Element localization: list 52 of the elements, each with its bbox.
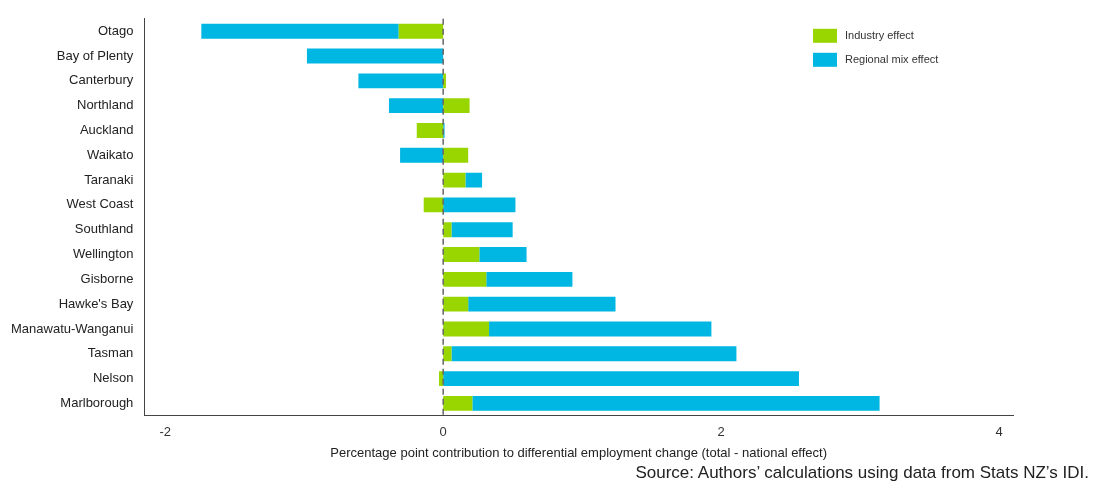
bar	[451, 222, 513, 238]
legend-label: Industry effect	[845, 28, 914, 41]
bar	[443, 271, 487, 287]
bar	[443, 371, 799, 387]
bar	[479, 247, 527, 262]
bar	[486, 271, 573, 287]
y-tick-label: Northland	[76, 97, 134, 113]
x-tick-label: 2	[717, 424, 725, 440]
y-tick-label: Tasman	[87, 345, 134, 361]
bar	[451, 346, 737, 362]
bar	[388, 98, 444, 114]
bar	[443, 197, 516, 213]
bar	[443, 222, 452, 238]
x-tick-label: 4	[995, 424, 1003, 440]
source-note: Source: Authors’ calculations using data from Stats NZ’s IDI.	[634, 463, 1090, 483]
bar	[489, 321, 712, 337]
y-tick-label: Taranaki	[84, 171, 134, 187]
y-tick-label: Canterbury	[69, 72, 134, 88]
bar	[443, 296, 469, 312]
y-tick-label: Auckland	[79, 122, 134, 138]
bar	[465, 172, 483, 188]
y-tick-label: Waikato	[86, 146, 134, 162]
y-tick-label: Manawatu-Wanganui	[10, 320, 134, 336]
y-tick-label: West Coast	[66, 196, 134, 212]
x-tick-label: -2	[159, 424, 171, 440]
legend-label: Regional mix effect	[845, 52, 939, 65]
bar	[400, 147, 444, 163]
y-tick-label: Marlborough	[60, 394, 134, 410]
bar	[443, 321, 490, 337]
x-tick-label: 0	[439, 424, 447, 440]
bar	[416, 123, 444, 138]
bar	[201, 23, 399, 39]
bar	[468, 296, 616, 312]
bar	[472, 395, 880, 411]
bar	[423, 197, 444, 213]
bar	[443, 247, 480, 262]
bar	[358, 73, 444, 89]
y-tick-label: Southland	[74, 221, 134, 237]
bar	[443, 172, 466, 188]
y-tick-label: Gisborne	[80, 270, 134, 286]
y-tick-label: Hawke's Bay	[58, 295, 134, 311]
bar	[443, 147, 469, 163]
bar	[306, 48, 444, 64]
bar	[443, 98, 470, 114]
bar	[443, 395, 473, 411]
y-tick-label: Otago	[97, 22, 134, 38]
bar	[443, 346, 452, 362]
x-axis-title: Percentage point contribution to differential employment change (total - national effect)	[330, 444, 828, 460]
y-tick-label: Wellington	[72, 246, 134, 262]
bar	[398, 23, 444, 39]
y-tick-label: Nelson	[92, 370, 134, 386]
y-tick-label: Bay of Plenty	[56, 47, 134, 63]
